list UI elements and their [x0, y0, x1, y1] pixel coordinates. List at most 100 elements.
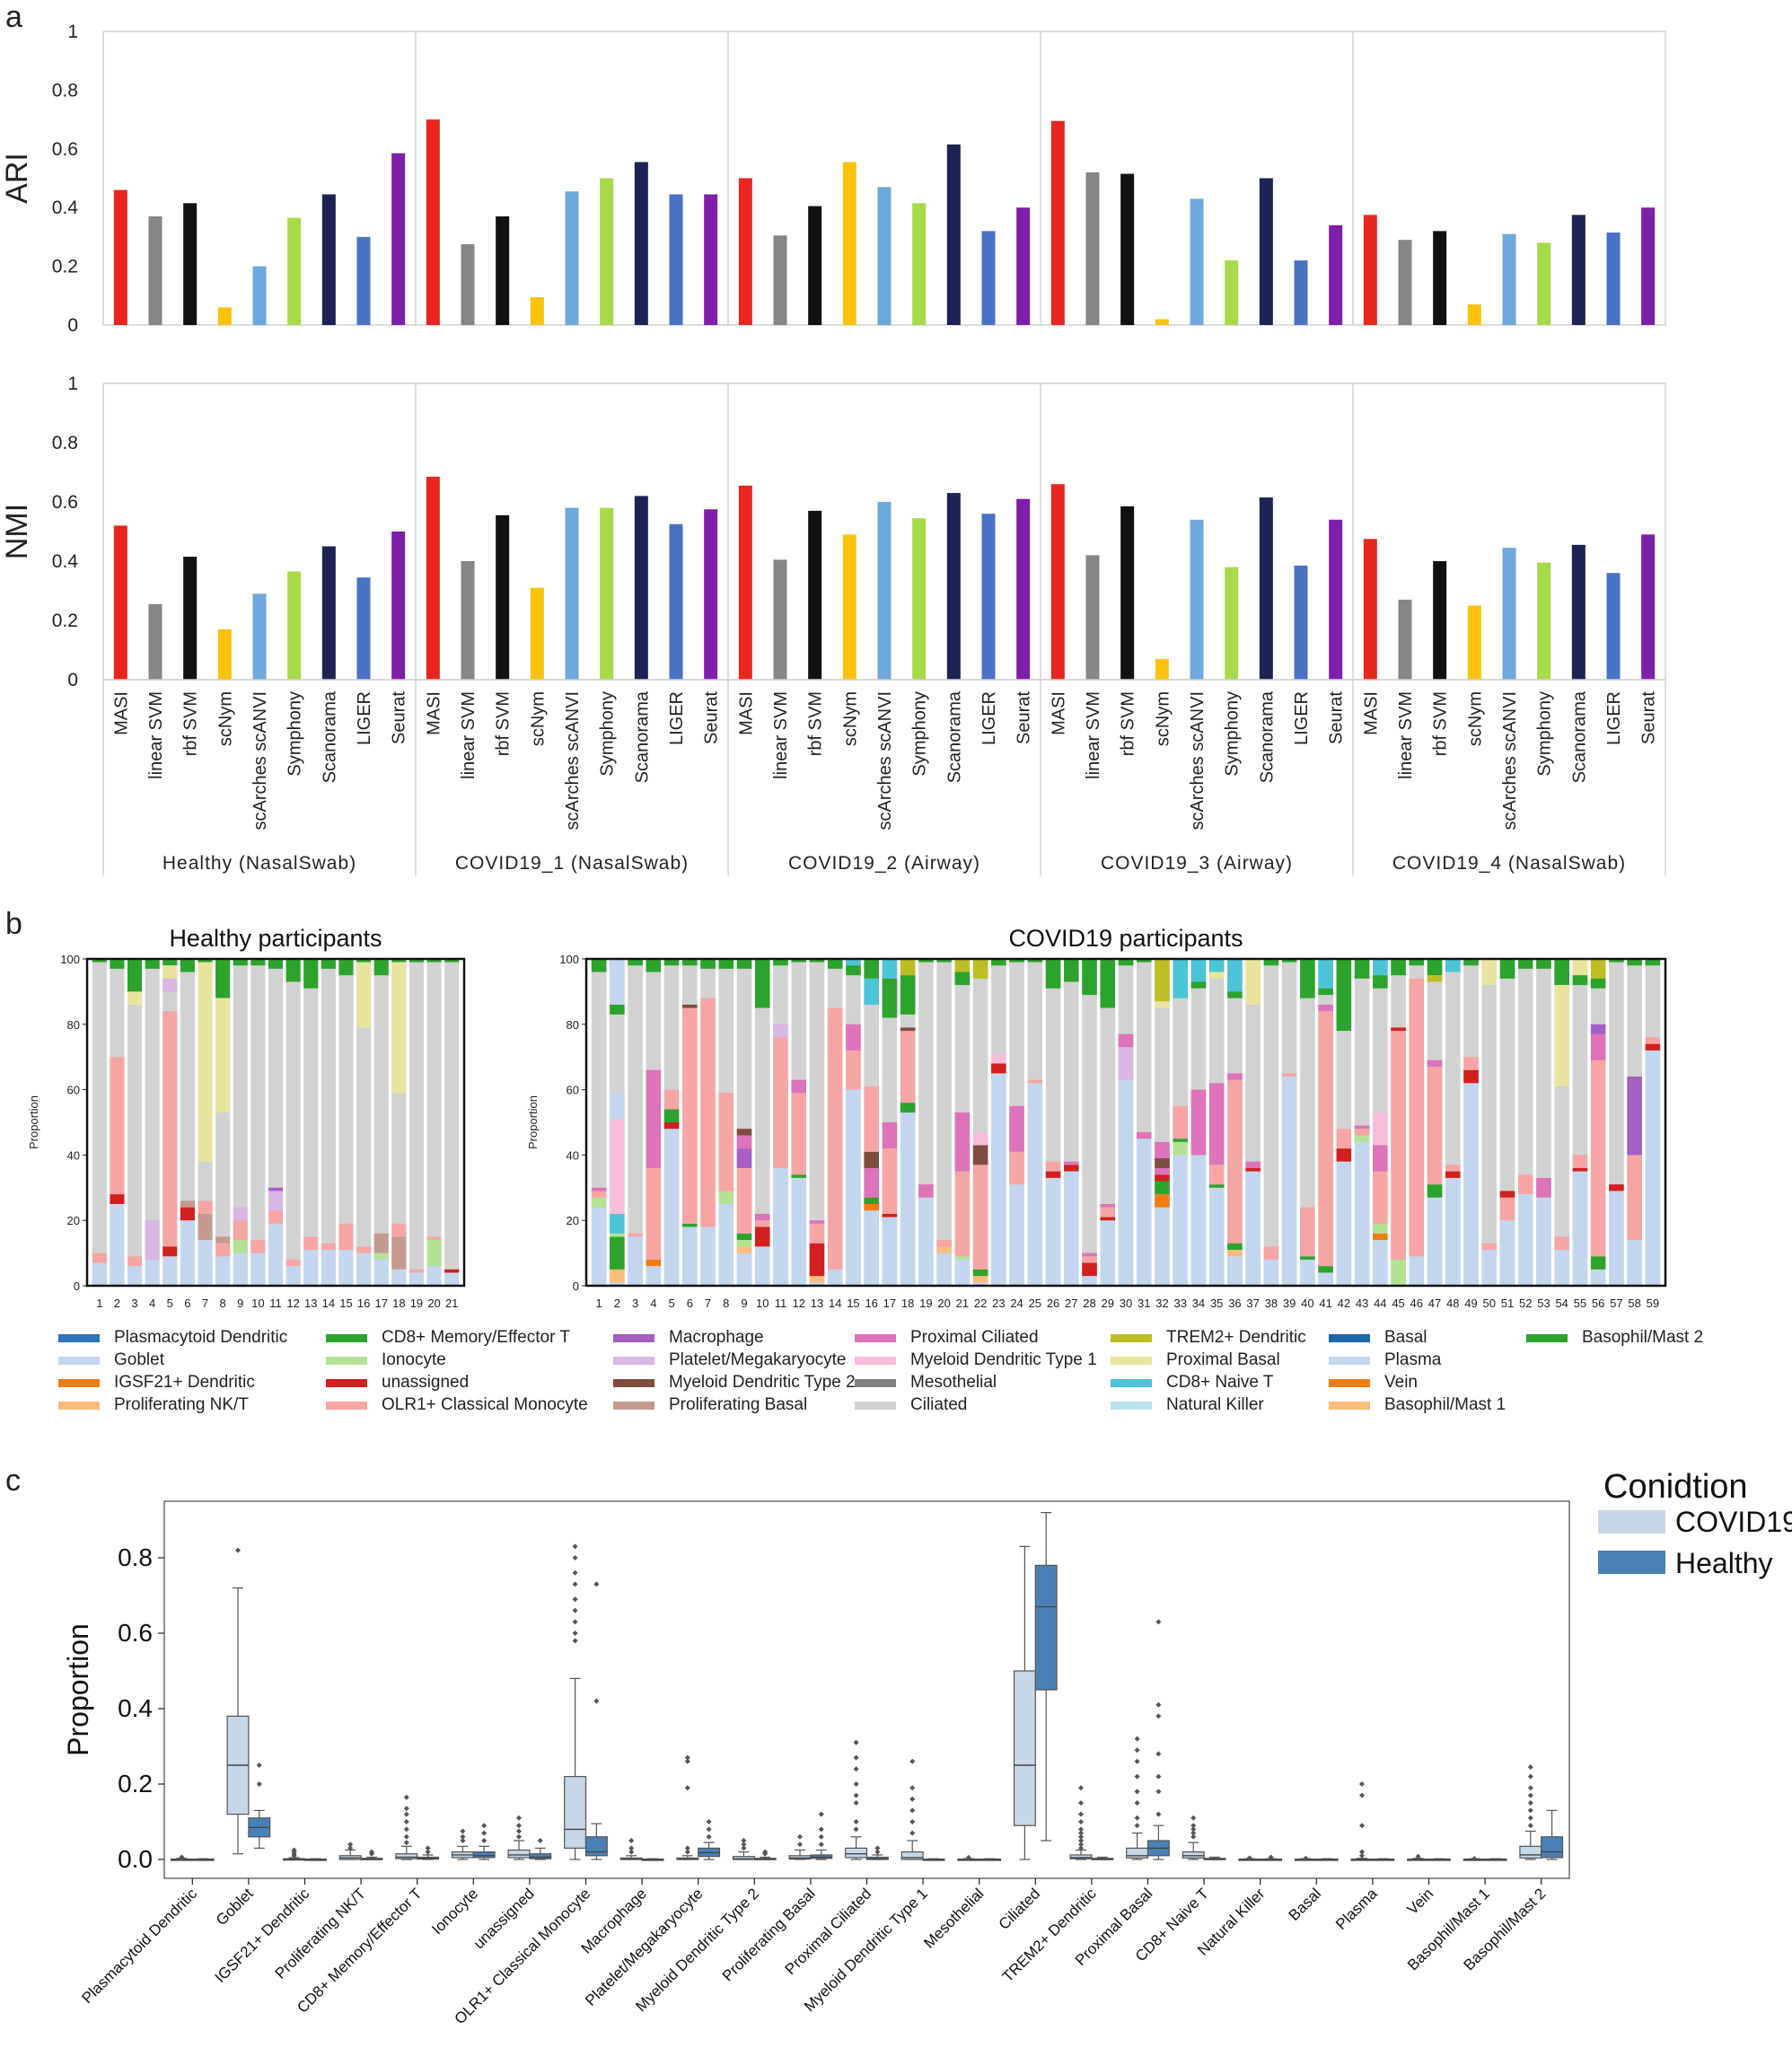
outlier	[572, 1543, 578, 1550]
segment-ciliated	[233, 959, 248, 1286]
outlier	[1134, 1773, 1140, 1780]
segment	[791, 1079, 807, 1094]
segment	[1627, 1077, 1642, 1156]
segment	[900, 1031, 916, 1103]
segment-ciliated	[127, 959, 143, 1286]
outlier	[403, 1819, 409, 1824]
legend-swatch	[1329, 1334, 1370, 1342]
outlier	[256, 1781, 262, 1787]
outlier	[1471, 1856, 1478, 1862]
outlier	[1190, 1833, 1197, 1840]
x-tick-label: Basal	[1286, 1885, 1325, 1924]
group-label: COVID19_4 (NasalSwab)	[1392, 853, 1626, 874]
y-tick-label: 0.8	[52, 433, 78, 453]
legend-label: Proximal Ciliated	[910, 1328, 1039, 1347]
segment	[1627, 1155, 1642, 1241]
legend-label: CD8+ Naive T	[1166, 1373, 1274, 1392]
segment	[1082, 1262, 1097, 1277]
bar-rbf-svm	[1120, 505, 1135, 680]
segment	[1100, 1217, 1116, 1221]
segment	[1208, 971, 1225, 979]
segment	[285, 1259, 301, 1267]
bar-masi	[1050, 484, 1065, 680]
segment	[991, 959, 1006, 966]
outlier	[1134, 1758, 1140, 1764]
segment	[1208, 1184, 1225, 1188]
segment	[180, 959, 195, 972]
segment	[373, 1253, 389, 1260]
outlier	[1527, 1823, 1533, 1829]
segment-goblet	[791, 1177, 807, 1286]
box-healthy	[979, 1858, 1002, 1861]
outlier	[1359, 1852, 1366, 1859]
box-covid19	[1013, 1545, 1036, 1860]
segment	[1373, 1171, 1388, 1224]
segment	[864, 1197, 879, 1204]
segment-ciliated	[338, 959, 354, 1286]
segment	[163, 1246, 178, 1257]
outlier	[909, 1819, 916, 1824]
segment	[268, 1210, 284, 1224]
segment	[1590, 1059, 1606, 1257]
segment	[1590, 978, 1606, 989]
outlier	[628, 1849, 635, 1855]
outlier	[572, 1631, 578, 1636]
segment-goblet	[736, 1253, 752, 1286]
bar-masi	[738, 178, 752, 325]
outlier	[593, 1698, 600, 1704]
legend-label: Myeloid Dendritic Type 2	[669, 1373, 856, 1392]
x-tick-label: 16	[865, 1297, 877, 1310]
y-axis-label: Proportion	[27, 1095, 40, 1149]
x-tick-label: 36	[1228, 1297, 1241, 1310]
box-healthy	[1203, 1856, 1226, 1860]
segment	[809, 959, 825, 963]
segment-goblet	[1027, 1083, 1043, 1286]
bar-liger	[356, 577, 371, 680]
segment	[215, 1236, 231, 1244]
bar-scanorama	[946, 493, 961, 680]
segment	[1427, 1067, 1443, 1185]
legend-swatch	[326, 1357, 367, 1365]
outlier	[909, 1785, 916, 1791]
segment	[954, 1256, 971, 1260]
method-label: LIGER	[1604, 691, 1624, 745]
outlier	[965, 1854, 971, 1860]
group-label: COVID19_3 (Airway)	[1101, 853, 1293, 874]
segment-goblet	[285, 1266, 301, 1286]
panel-letter-b: b	[5, 907, 22, 941]
segment	[900, 975, 916, 1015]
segment	[1227, 1243, 1243, 1250]
segment	[882, 959, 898, 979]
x-tick-label: 9	[237, 1297, 243, 1310]
segment	[1155, 1001, 1170, 1008]
segment	[163, 1011, 178, 1247]
segment-goblet	[1572, 1171, 1588, 1286]
segment-goblet	[1627, 1240, 1642, 1286]
x-tick-label: 6	[184, 1297, 190, 1310]
segment	[882, 1122, 898, 1149]
segment	[1155, 1194, 1170, 1208]
segment	[444, 1269, 460, 1273]
segment	[628, 959, 643, 966]
outlier	[741, 1838, 747, 1843]
segment-goblet	[356, 1253, 372, 1286]
y-tick-label: 0.2	[52, 611, 78, 631]
legend-label-healthy: Healthy	[1675, 1547, 1773, 1579]
segment-goblet	[1445, 1177, 1461, 1286]
outlier	[1527, 1764, 1533, 1771]
outlier	[909, 1830, 916, 1836]
method-label: Symphony	[1223, 691, 1243, 777]
segment	[233, 959, 248, 966]
segment	[1318, 959, 1333, 989]
box	[1126, 1847, 1149, 1859]
bar-scanorama	[946, 144, 961, 325]
outlier	[572, 1596, 578, 1603]
legend-label: CD8+ Memory/Effector T	[382, 1328, 570, 1347]
x-tick-label: 54	[1555, 1297, 1568, 1310]
segment-ciliated	[356, 959, 372, 1286]
y-axis-label: ARI	[0, 153, 34, 204]
bar-scarches-scanvi	[252, 266, 267, 325]
method-label: scArches scANVI	[250, 691, 270, 830]
segment-goblet	[1609, 1191, 1624, 1286]
y-tick-label: 1	[67, 374, 78, 394]
